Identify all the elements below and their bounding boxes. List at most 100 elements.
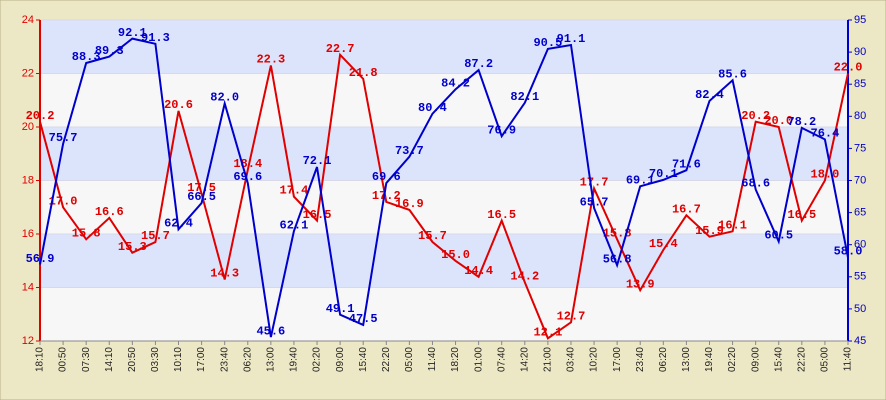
value-label: 91.3	[141, 31, 170, 45]
x-tick-label: 10:20	[589, 347, 600, 372]
x-tick-label: 03:30	[150, 347, 161, 372]
value-label: 47.5	[349, 312, 378, 326]
y-tick-label: 14	[22, 281, 34, 293]
x-tick-label: 17:00	[612, 347, 623, 372]
value-label: 18.4	[233, 157, 262, 171]
series-line	[39, 52, 849, 340]
y2-tick-label: 45	[854, 335, 866, 347]
value-label: 62.4	[164, 216, 193, 230]
x-tick-label: 03:40	[566, 347, 577, 372]
value-label: 15.0	[441, 248, 470, 262]
value-label: 16.1	[718, 218, 747, 232]
value-label: 62.1	[280, 218, 309, 232]
value-label: 17.5	[187, 181, 216, 195]
value-label: 16.7	[672, 202, 701, 216]
value-label: 70.1	[649, 167, 678, 181]
value-label: 78.2	[787, 115, 816, 129]
value-label: 75.7	[49, 131, 78, 145]
value-label: 22.3	[256, 53, 285, 67]
grid-band	[40, 127, 848, 181]
x-tick-label: 00:50	[58, 347, 69, 372]
value-label: 16.9	[395, 197, 424, 211]
y2-tick-label: 80	[854, 110, 866, 122]
x-tick-label: 18:10	[35, 347, 46, 372]
value-label: 49.1	[326, 302, 355, 316]
y-tick-label: 16	[22, 228, 34, 240]
y2-tick-label: 50	[854, 303, 866, 315]
x-tick-label: 05:00	[404, 347, 415, 372]
value-label: 65.7	[580, 195, 609, 209]
value-label: 69.1	[626, 173, 655, 187]
value-label: 17.7	[580, 176, 609, 190]
x-tick-label: 07:30	[81, 347, 92, 372]
x-tick-label: 15:40	[358, 347, 369, 372]
y2-tick-label: 85	[854, 78, 866, 90]
x-tick-label: 11:40	[843, 347, 854, 372]
x-tick-label: 22:20	[796, 347, 807, 372]
grid-band	[40, 287, 848, 341]
value-label: 14.2	[510, 269, 539, 283]
value-label: 22.7	[326, 42, 355, 56]
value-label: 69.6	[233, 170, 262, 184]
y2-tick-label: 55	[854, 271, 866, 283]
value-label: 17.4	[280, 184, 309, 198]
x-tick-label: 06:20	[658, 347, 669, 372]
x-tick-label: 23:40	[219, 347, 230, 372]
value-label: 60.5	[764, 229, 793, 243]
y2-tick-label: 65	[854, 207, 866, 219]
value-label: 15.7	[141, 229, 170, 243]
value-label: 71.6	[672, 157, 701, 171]
value-label: 88.3	[72, 50, 101, 64]
x-tick-label: 19:40	[704, 347, 715, 372]
value-label: 17.2	[372, 189, 401, 203]
value-label: 20.6	[164, 98, 193, 112]
x-tick-label: 15:40	[773, 347, 784, 372]
grid-band	[40, 20, 848, 74]
value-label: 16.5	[487, 208, 516, 222]
x-tick-label: 23:40	[635, 347, 646, 372]
value-label: 12.7	[557, 309, 586, 323]
value-label: 16.5	[787, 208, 816, 222]
value-label: 15.9	[695, 224, 724, 238]
x-tick-label: 18:20	[450, 347, 461, 372]
value-label: 82.1	[510, 90, 539, 104]
value-label: 73.7	[395, 144, 424, 158]
x-tick-label: 06:20	[242, 347, 253, 372]
value-label: 45.6	[256, 324, 285, 338]
y2-tick-label: 60	[854, 239, 866, 251]
value-label: 87.2	[464, 57, 493, 71]
value-label: 16.6	[95, 205, 124, 219]
value-label: 15.8	[72, 227, 101, 241]
value-label: 90.5	[533, 36, 562, 50]
y-tick-label: 12	[22, 335, 34, 347]
value-label: 22.0	[834, 61, 863, 75]
series-line	[39, 37, 849, 338]
value-label: 76.9	[487, 123, 516, 137]
value-label: 15.7	[418, 229, 447, 243]
value-label: 12.1	[533, 325, 562, 339]
x-tick-label: 13:00	[265, 347, 276, 372]
x-tick-label: 21:00	[543, 347, 554, 372]
y-tick-label: 22	[22, 67, 34, 79]
x-tick-label: 14:20	[519, 347, 530, 372]
x-tick-label: 14:10	[104, 347, 115, 372]
x-tick-label: 13:00	[681, 347, 692, 372]
value-label: 17.0	[49, 194, 78, 208]
x-tick-label: 19:40	[289, 347, 300, 372]
x-tick-label: 10:10	[173, 347, 184, 372]
y2-tick-label: 75	[854, 142, 866, 154]
value-label: 20.0	[764, 114, 793, 128]
x-tick-label: 09:00	[335, 347, 346, 372]
value-label: 21.8	[349, 66, 378, 80]
value-label: 13.9	[626, 277, 655, 291]
value-label: 66.5	[187, 190, 216, 204]
x-tick-label: 09:00	[750, 347, 761, 372]
grid-band	[40, 180, 848, 234]
value-label: 15.4	[649, 237, 678, 251]
value-label: 91.1	[557, 32, 586, 46]
x-tick-label: 22:20	[381, 347, 392, 372]
x-tick-label: 17:00	[196, 347, 207, 372]
y-tick-label: 20	[22, 121, 34, 133]
value-label: 82.0	[210, 91, 239, 105]
